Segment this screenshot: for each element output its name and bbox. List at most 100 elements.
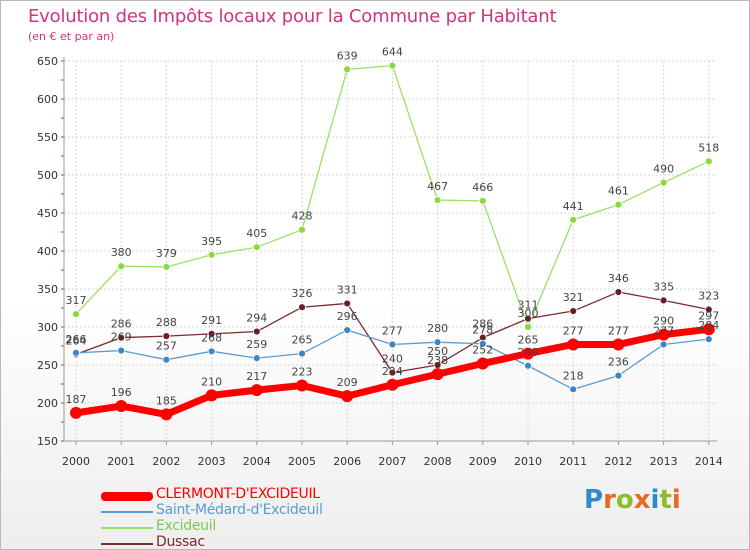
- data-label: 321: [563, 291, 584, 304]
- data-label: 249: [518, 346, 539, 359]
- data-point: [433, 196, 442, 204]
- data-point: [569, 215, 578, 224]
- logo-letter: P: [584, 485, 604, 515]
- data-point: [341, 390, 354, 403]
- data-point: [296, 379, 308, 392]
- data-label: 467: [427, 180, 448, 193]
- logo-letter: x: [633, 485, 651, 515]
- data-point: [205, 389, 218, 402]
- x-tick-label: 2011: [559, 455, 587, 468]
- data-point: [160, 408, 173, 421]
- data-label: 265: [518, 334, 539, 347]
- legend-swatch: [101, 491, 153, 501]
- data-point: [252, 327, 261, 336]
- data-label: 277: [382, 324, 403, 337]
- x-tick-label: 2005: [288, 455, 316, 468]
- data-point: [343, 299, 352, 308]
- data-label: 187: [66, 393, 87, 406]
- data-label: 236: [608, 356, 629, 369]
- y-tick-label: 400: [37, 245, 58, 258]
- data-point: [72, 348, 80, 357]
- data-label: 296: [337, 310, 358, 323]
- logo-letter: t: [659, 485, 672, 515]
- data-point: [343, 65, 352, 74]
- data-point: [343, 326, 352, 334]
- x-tick-label: 2002: [152, 455, 180, 468]
- data-label: 441: [563, 200, 584, 213]
- data-point: [433, 338, 442, 347]
- data-point: [431, 368, 444, 381]
- data-label: 257: [156, 340, 177, 353]
- data-point: [207, 329, 216, 338]
- data-point: [659, 296, 668, 305]
- data-label: 264: [66, 334, 87, 347]
- data-label: 223: [292, 366, 313, 379]
- y-tick-label: 650: [37, 55, 58, 68]
- legend-label: Dussac: [156, 534, 205, 550]
- y-tick-label: 600: [37, 93, 58, 106]
- data-label: 224: [382, 365, 403, 378]
- data-point: [657, 328, 670, 341]
- data-point: [524, 314, 532, 323]
- data-point: [612, 338, 625, 351]
- x-tick-label: 2014: [695, 455, 723, 468]
- data-point: [704, 305, 713, 314]
- logo-letter: i: [671, 485, 681, 515]
- data-point: [117, 346, 126, 355]
- data-point: [704, 157, 713, 166]
- x-tick-label: 2010: [514, 455, 542, 468]
- data-label: 405: [246, 227, 267, 240]
- data-point: [388, 340, 397, 349]
- data-point: [614, 200, 623, 209]
- data-point: [162, 263, 171, 271]
- data-point: [659, 340, 668, 349]
- y-tick-label: 250: [37, 359, 58, 372]
- data-label: 290: [653, 315, 674, 328]
- chart-title: Evolution des Impôts locaux pour la Comm…: [28, 6, 557, 27]
- legend-swatch: [101, 527, 153, 529]
- data-label: 277: [653, 324, 674, 337]
- data-label: 252: [472, 343, 493, 356]
- data-label: 380: [111, 246, 132, 259]
- data-point: [162, 332, 171, 341]
- data-label: 300: [518, 307, 539, 320]
- data-label: 288: [156, 316, 177, 329]
- y-tick-label: 150: [37, 435, 58, 448]
- y-tick-label: 550: [37, 131, 58, 144]
- x-tick-label: 2004: [243, 455, 271, 468]
- data-point: [569, 385, 578, 394]
- data-label: 217: [246, 370, 267, 383]
- data-label: 250: [427, 345, 448, 358]
- data-point: [524, 323, 532, 331]
- data-label: 466: [472, 181, 493, 194]
- data-label: 196: [111, 386, 132, 399]
- data-label: 284: [698, 319, 719, 332]
- data-point: [117, 262, 126, 271]
- legend-swatch: [101, 511, 153, 513]
- data-label: 209: [337, 376, 358, 389]
- data-label: 379: [156, 247, 177, 260]
- data-point: [614, 371, 623, 380]
- data-point: [702, 323, 715, 336]
- x-tick-label: 2009: [469, 455, 497, 468]
- data-point: [614, 288, 623, 296]
- data-label: 428: [292, 210, 313, 223]
- data-point: [476, 357, 489, 370]
- data-label: 297: [698, 309, 719, 322]
- data-point: [250, 384, 263, 397]
- data-point: [388, 368, 397, 377]
- data-point: [298, 349, 306, 358]
- data-point: [298, 303, 306, 312]
- data-point: [252, 354, 261, 363]
- legend-label: Saint-Médard-d'Excideuil: [156, 502, 323, 518]
- x-tick-label: 2012: [604, 455, 632, 468]
- data-label: 346: [608, 272, 629, 285]
- y-tick-label: 500: [37, 169, 58, 182]
- logo-letter: i: [650, 485, 660, 515]
- data-label: 286: [111, 318, 132, 331]
- data-label: 278: [472, 324, 493, 337]
- data-label: 286: [472, 318, 493, 331]
- data-label: 277: [563, 324, 584, 337]
- x-tick-label: 2013: [650, 455, 678, 468]
